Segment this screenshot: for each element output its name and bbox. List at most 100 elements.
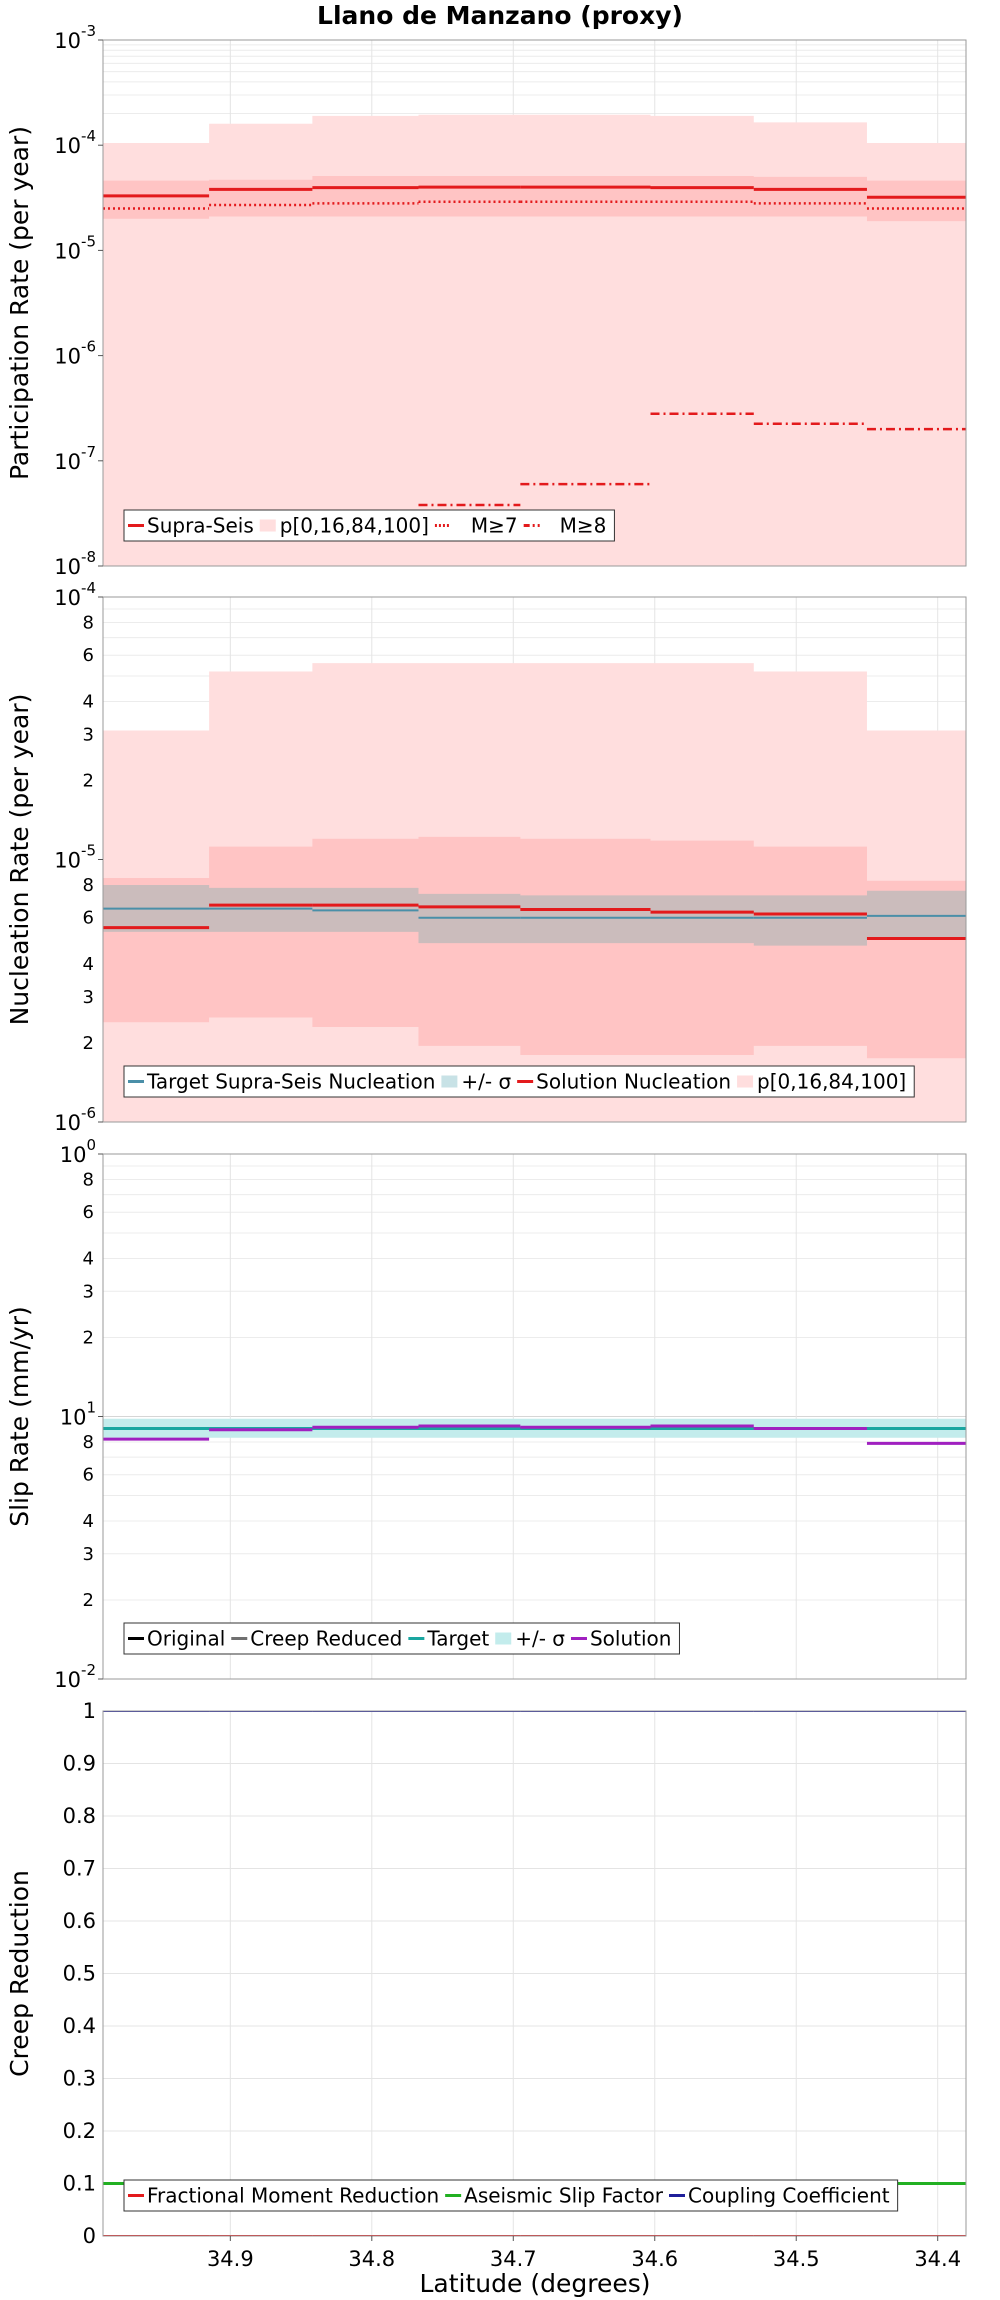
y-minor-tick-label: 2 (83, 1327, 94, 1348)
legend-item: Target Supra-Seis Nucleation (128, 1070, 435, 1094)
y-axis-label: Slip Rate (mm/yr) (5, 1306, 34, 1527)
y-minor-tick-label: 3 (83, 987, 94, 1008)
y-tick-label: 0.8 (63, 1804, 96, 1828)
y-tick-label: 0 (83, 2224, 96, 2248)
y-tick-labels: 10-8 10-7 10-6 10-5 10-4 10-3 (54, 22, 103, 579)
y-tick-label: 0.1 (63, 2172, 96, 2196)
y-tick-label: 0.7 (63, 1857, 96, 1881)
chart-title: Llano de Manzano (proxy) (317, 1, 683, 30)
legend-box (123, 2179, 899, 2212)
x-tick-label: 34.6 (631, 2247, 678, 2271)
y-minor-tick-label: 4 (83, 691, 94, 712)
y-minor-tick-label: 3 (83, 1281, 94, 1302)
legend: Target Supra-Seis Nucleation +/- σ Solutio… (123, 1065, 915, 1098)
y-axis-label: Participation Rate (per year) (5, 126, 34, 480)
y-minor-tick-label: 3 (83, 1544, 94, 1565)
legend-swatch (441, 1075, 458, 1088)
gridlines (103, 1710, 966, 2237)
legend-swatch (259, 519, 276, 532)
series-m-8 (418, 412, 966, 507)
y-minor-tick-label: 6 (83, 1465, 94, 1486)
legend-label: +/- σ (461, 1070, 511, 1094)
y-tick-label: 10-4 (54, 127, 96, 158)
x-tick-label: 34.8 (348, 2247, 395, 2271)
y-tick-label: 10-4 (54, 579, 96, 610)
legend-label: Solution (590, 1627, 671, 1651)
y-tick-label: 10-2 (54, 1661, 96, 1692)
y-minor-tick-label: 4 (83, 1248, 94, 1269)
y-tick-label: 0.3 (63, 2067, 96, 2091)
y-minor-tick-label: 6 (83, 1202, 94, 1223)
gridlines (103, 1153, 966, 1680)
plot-frame (102, 39, 967, 567)
legend-item: p[0,16,84,100] (737, 1070, 906, 1094)
legend-swatch (737, 1075, 754, 1088)
legend-label: Target (426, 1627, 489, 1651)
y-tick-label: 0.2 (63, 2119, 96, 2143)
x-tick-label: 34.4 (914, 2247, 961, 2271)
y-tick-label: 10-6 (54, 1104, 96, 1135)
y-tick-label: 0.6 (63, 1909, 96, 1933)
legend-item: Supra-Seis (128, 514, 254, 538)
y-tick-label: 10-5 (54, 232, 96, 263)
y-tick-label: 100 (60, 1136, 96, 1167)
x-tick-label: 34.7 (490, 2247, 537, 2271)
legend-item: Creep Reduced (231, 1627, 402, 1651)
y-minor-tick-label: 8 (83, 875, 94, 896)
y-minor-tick-label: 2 (83, 1033, 94, 1054)
legend-label: p[0,16,84,100] (757, 1070, 906, 1094)
band-1 (103, 175, 966, 222)
y-tick-label: 10-6 (54, 338, 96, 369)
panel-slip: 10-2 101 100 2 3 4 6 8 2 3 4 6 8 Slip Rate (mm/yr) Ori… (5, 1136, 967, 1692)
legend-label: Original (147, 1627, 225, 1651)
legend: Supra-Seis p[0,16,84,100] M≥7 M≥8 (123, 509, 615, 542)
y-minor-tick-label: 4 (83, 954, 94, 975)
legend-item: M≥7 (434, 514, 518, 538)
legend-item: Original (128, 1627, 225, 1651)
legend-label: Coupling Coefficient (688, 2184, 890, 2208)
y-minor-tick-label: 4 (83, 1511, 94, 1532)
legend-item: Target (408, 1627, 489, 1651)
panel-creep: 0 0.1 0.2 0.3 0.4 0.5 0.6 0.7 0.8 0.9 1 Creep Reduc… (5, 1699, 967, 2248)
band-2 (103, 884, 966, 946)
y-axis-label: Nucleation Rate (per year) (5, 694, 34, 1026)
legend: Fractional Moment Reduction Aseismic Slip… (123, 2179, 899, 2212)
y-minor-tick-label: 2 (83, 770, 94, 791)
y-tick-label: 10-8 (54, 548, 96, 579)
legend-label: M≥8 (560, 514, 607, 538)
panel-nucleation: 10-6 10-5 10-4 2 3 4 6 8 2 3 4 6 8 Nucleation Rate (p… (5, 579, 967, 1135)
x-tick-label: 34.5 (773, 2247, 820, 2271)
legend-item: +/- σ (441, 1070, 511, 1094)
y-tick-label: 10-5 (54, 842, 96, 873)
y-tick-labels: 10-6 10-5 10-4 2 3 4 6 8 2 3 4 6 8 (54, 579, 103, 1135)
legend-label: Supra-Seis (147, 514, 254, 538)
y-tick-label: 0.9 (63, 1752, 96, 1776)
legend-item: p[0,16,84,100] (259, 514, 429, 538)
y-axis-label: Creep Reduction (5, 1870, 34, 2077)
y-minor-tick-label: 2 (83, 1590, 94, 1611)
band-0 (103, 114, 966, 566)
y-tick-label: 10-7 (54, 443, 96, 474)
legend-item: Aseismic Slip Factor (445, 2184, 664, 2208)
legend: Original Creep Reduced Target +/- σ Solution (123, 1622, 680, 1655)
legend-label: Aseismic Slip Factor (464, 2184, 664, 2208)
legend-item: Solution (570, 1627, 671, 1651)
legend-label: Solution Nucleation (536, 1070, 731, 1094)
series-supra-seis (103, 185, 966, 199)
legend-label: M≥7 (471, 514, 518, 538)
y-minor-tick-label: 3 (83, 724, 94, 745)
series-target-supra-seis-nucleation (103, 907, 966, 919)
series-solution-nucleation (103, 903, 966, 941)
y-tick-labels: 0 0.1 0.2 0.3 0.4 0.5 0.6 0.7 0.8 0.9 1 (63, 1699, 96, 2248)
series-m-7 (103, 200, 966, 210)
legend-item: Fractional Moment Reduction (128, 2184, 439, 2208)
y-tick-label: 1 (83, 1699, 96, 1723)
x-axis-label: Latitude (degrees) (420, 2269, 651, 2298)
legend-label: Fractional Moment Reduction (147, 2184, 439, 2208)
y-minor-tick-label: 6 (83, 908, 94, 929)
legend-label: Creep Reduced (250, 1627, 402, 1651)
series-solution (103, 1424, 966, 1445)
y-tick-label: 0.5 (63, 1962, 96, 1986)
y-tick-label: 101 (60, 1399, 96, 1430)
